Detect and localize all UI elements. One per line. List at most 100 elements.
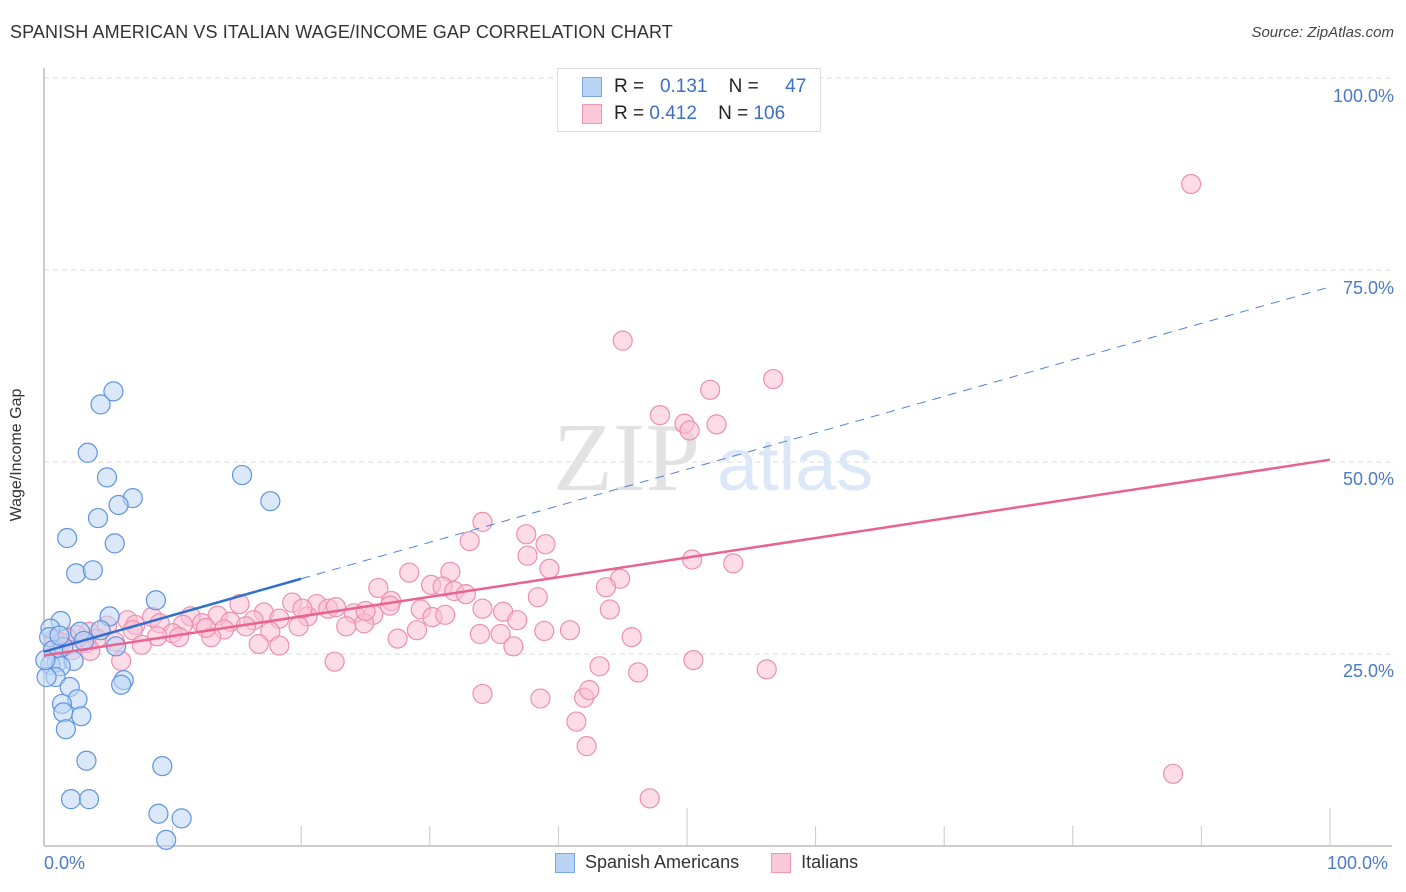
y-tick-25: 25.0%	[1342, 661, 1394, 681]
data-point	[472, 683, 493, 705]
data-point	[455, 583, 476, 605]
data-point	[649, 405, 671, 426]
data-point	[472, 511, 493, 533]
r-label: R =	[614, 76, 645, 97]
data-point	[723, 553, 744, 574]
data-point	[459, 531, 480, 552]
spanish-americans-trend-dashed	[301, 286, 1331, 580]
data-point	[682, 549, 703, 570]
watermark-atlas: atlas	[717, 423, 873, 506]
axes	[43, 68, 1392, 847]
data-point	[1181, 173, 1202, 195]
data-point	[111, 674, 132, 695]
data-point	[325, 597, 347, 618]
data-point	[66, 563, 87, 584]
data-point	[53, 702, 74, 723]
data-point	[507, 610, 528, 631]
legend-label: Italians	[801, 852, 859, 872]
data-point	[229, 593, 250, 615]
data-point	[516, 524, 537, 545]
data-point	[77, 442, 98, 463]
data-point	[288, 616, 309, 637]
data-point	[57, 527, 78, 549]
italians-trend	[43, 458, 1331, 657]
legend-item-spanish-americans[interactable]: Spanish Americans	[555, 852, 739, 873]
data-point	[269, 635, 290, 656]
data-point	[248, 633, 269, 655]
n-value: 47	[785, 76, 807, 97]
data-point	[399, 562, 420, 583]
data-point	[195, 617, 217, 638]
data-point	[60, 789, 82, 810]
data-point	[336, 616, 357, 637]
spanish-americans-swatch	[582, 77, 602, 97]
italians-swatch	[771, 852, 792, 873]
data-point	[71, 706, 92, 727]
data-point	[148, 803, 169, 824]
data-point	[595, 577, 617, 598]
data-point	[368, 577, 389, 599]
data-point	[576, 736, 597, 757]
data-point	[49, 625, 70, 646]
data-point	[579, 679, 600, 701]
n-value: 106	[753, 103, 786, 124]
chart-title: SPANISH AMERICAN VS ITALIAN WAGE/INCOME …	[10, 22, 673, 42]
data-point	[1163, 763, 1184, 784]
x-tick-0: 0.0%	[44, 853, 86, 873]
y-tick-50: 50.0%	[1342, 469, 1394, 489]
data-point	[76, 750, 97, 771]
r-value: 0.412	[649, 103, 697, 124]
data-point	[292, 598, 313, 619]
data-point	[145, 590, 166, 611]
legend-row-italians: R = 0.412 N = 106	[582, 102, 785, 126]
italians-swatch	[582, 104, 602, 124]
gridlines	[44, 77, 1392, 655]
n-label: N =	[728, 76, 759, 97]
data-point	[82, 560, 103, 581]
r-value: 0.131	[659, 76, 708, 97]
data-point	[530, 688, 551, 709]
data-point	[706, 414, 727, 435]
data-point	[435, 604, 456, 625]
data-point	[503, 636, 524, 657]
series-legend: Spanish Americans Italians	[555, 852, 890, 873]
data-point	[104, 533, 125, 554]
data-point	[621, 627, 642, 648]
data-point	[36, 666, 57, 688]
data-point	[612, 330, 633, 351]
data-point	[103, 381, 124, 402]
data-point	[534, 620, 555, 642]
data-point	[490, 623, 511, 645]
data-point	[406, 620, 428, 641]
legend-item-italians[interactable]: Italians	[771, 852, 858, 873]
spanish-americans-trend-solid	[43, 577, 302, 653]
data-point	[108, 494, 129, 516]
data-point	[566, 711, 587, 732]
data-point	[387, 628, 408, 649]
spanish-americans-swatch	[555, 852, 575, 873]
data-point	[55, 719, 76, 740]
data-point	[679, 420, 700, 441]
data-point	[763, 368, 784, 390]
correlation-legend: R = 0.131 N = 47 R = 0.412 N = 106	[557, 68, 821, 132]
y-tick-75: 75.0%	[1342, 278, 1394, 298]
data-point	[599, 599, 620, 620]
data-point	[171, 808, 192, 829]
data-point	[324, 651, 345, 672]
data-point	[559, 620, 581, 641]
y-tick-100: 100.0%	[1332, 86, 1394, 106]
data-point	[469, 623, 491, 645]
data-point	[517, 545, 538, 566]
trend-lines	[43, 286, 1331, 657]
data-point	[628, 662, 649, 683]
r-label: R =	[614, 103, 645, 124]
n-label: N =	[718, 103, 749, 124]
data-point	[527, 587, 548, 608]
data-point	[90, 394, 111, 415]
data-point	[260, 491, 281, 512]
legend-row-spanish-americans: R = 0.131 N = 47	[582, 75, 806, 99]
legend-label: Spanish Americans	[585, 852, 740, 872]
data-point	[96, 467, 118, 488]
data-point	[131, 634, 152, 655]
